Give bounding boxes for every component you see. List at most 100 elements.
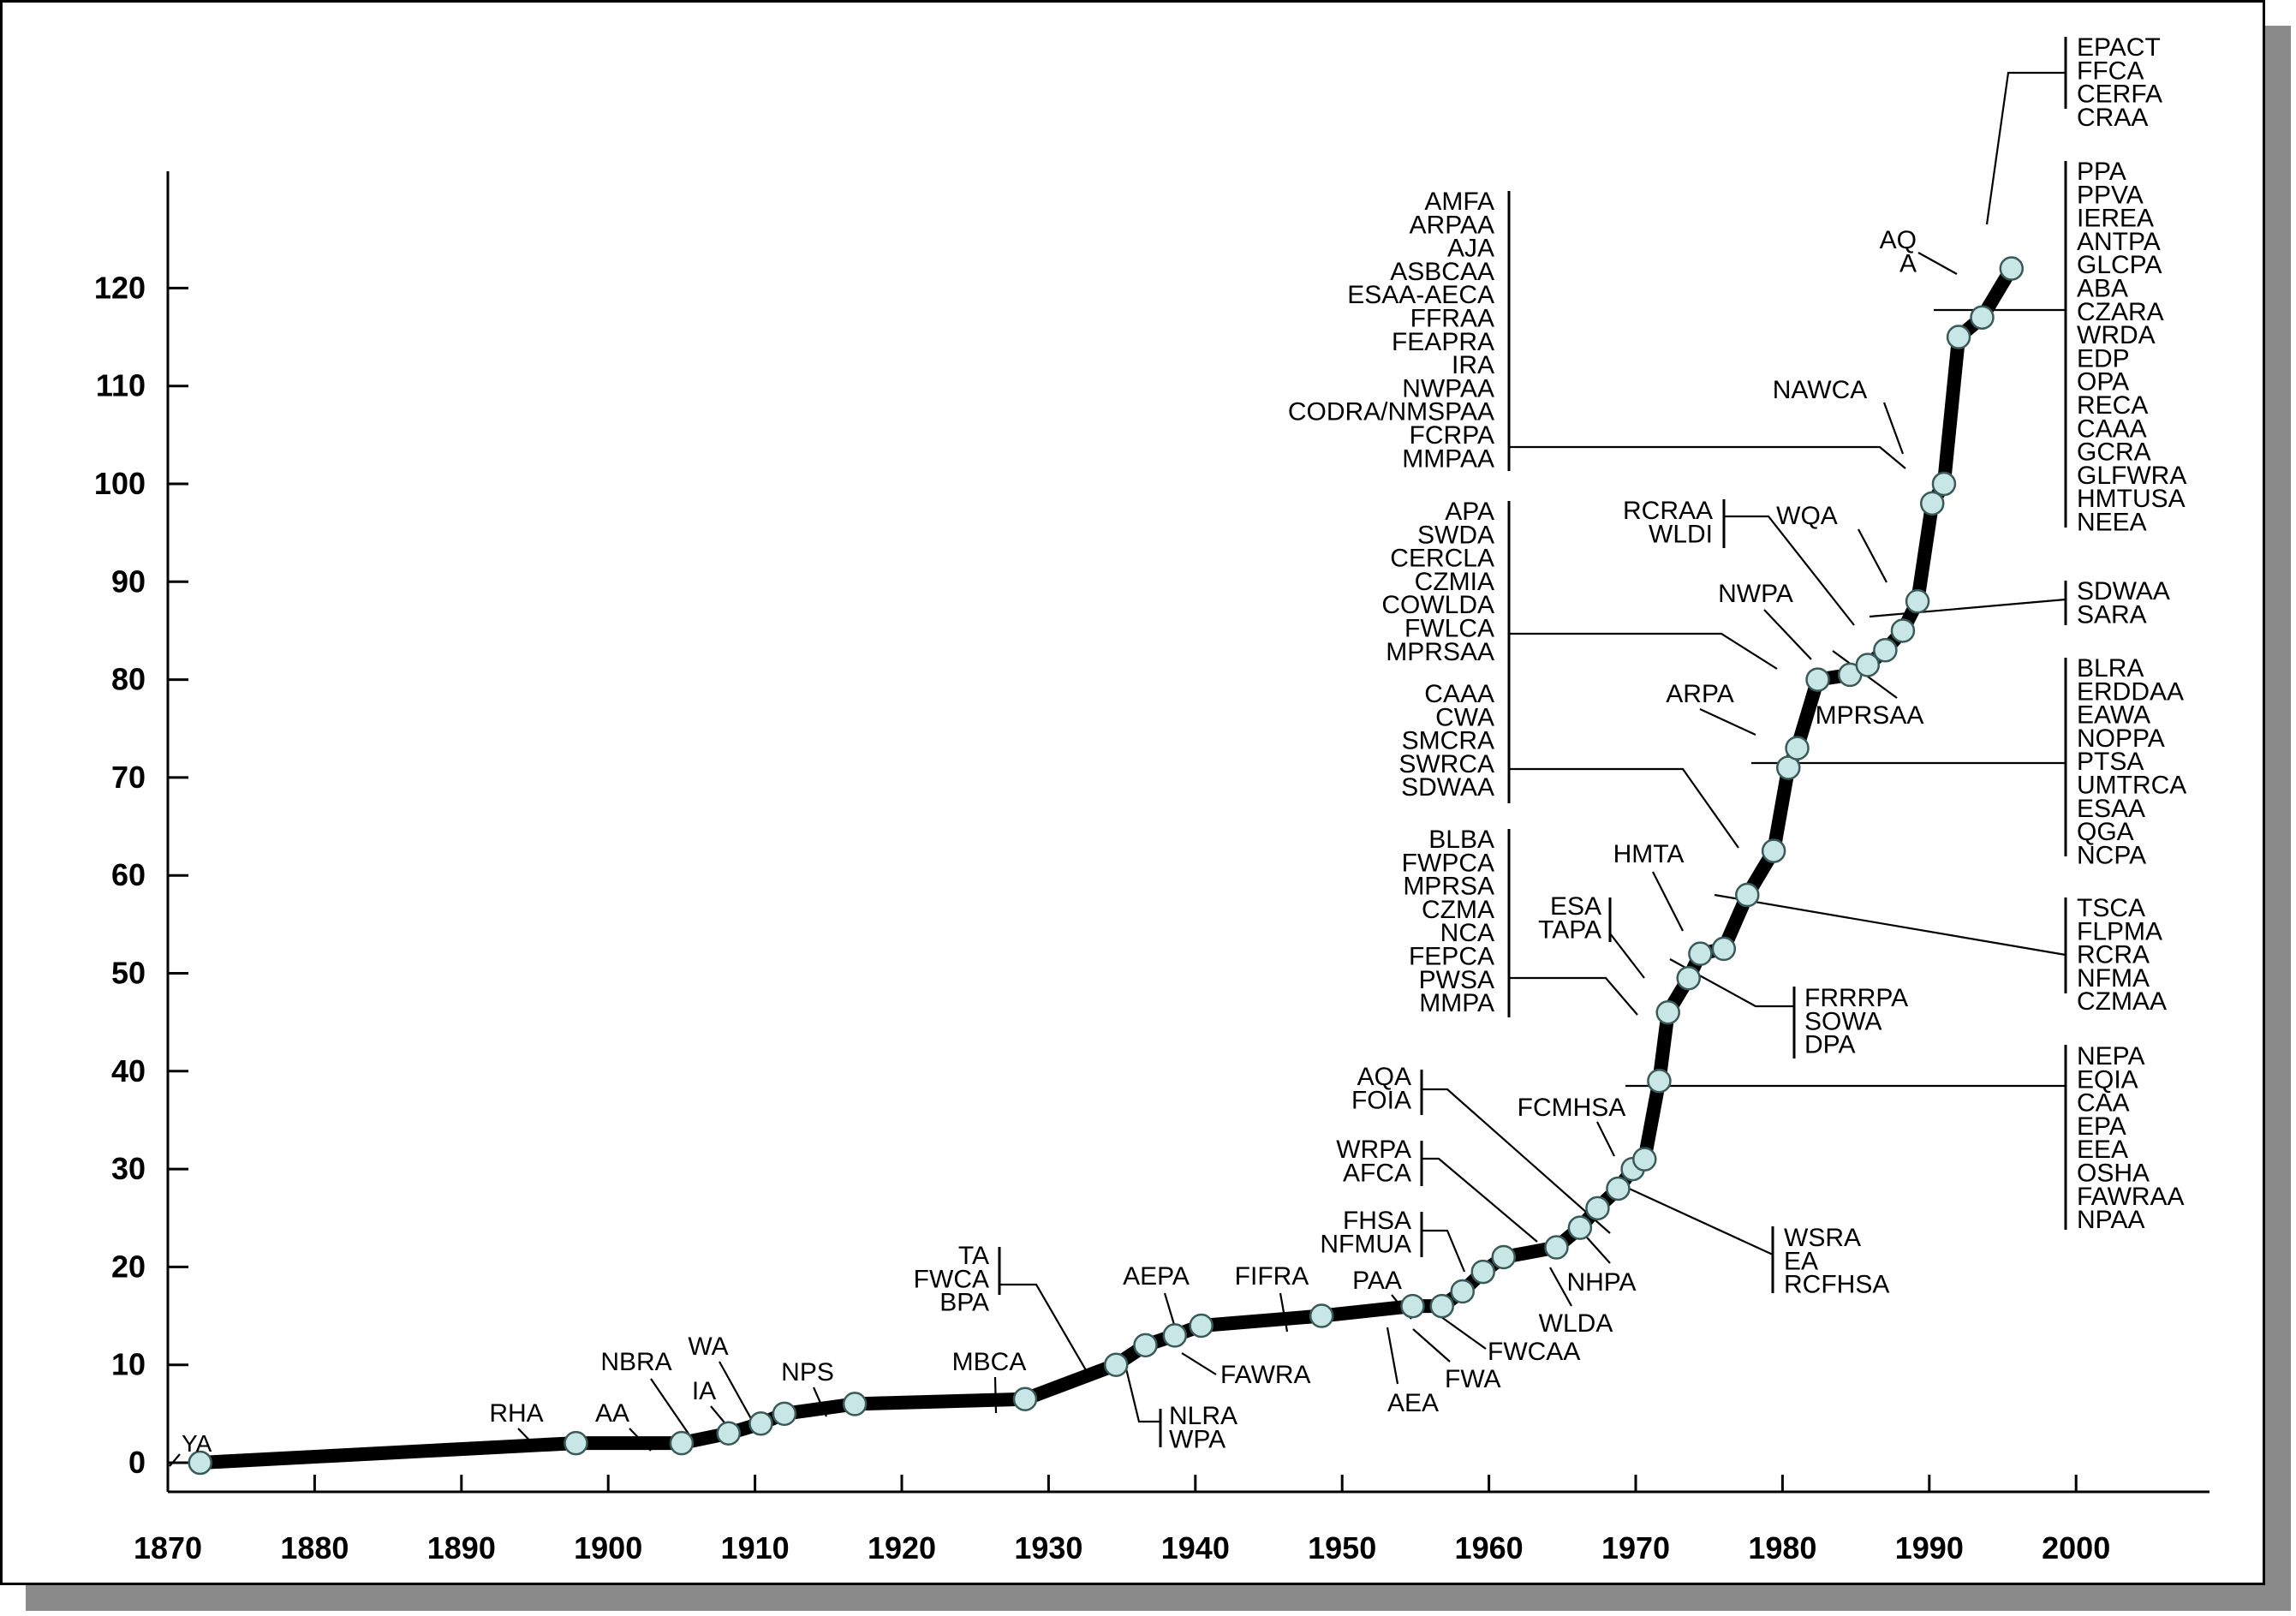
law-label: AA: [595, 1399, 629, 1428]
x-tick-label: 2000: [2042, 1530, 2110, 1565]
law-label: NWPAA: [1402, 374, 1494, 403]
law-label: DPA: [1804, 1031, 1855, 1059]
law-label: NOPPA: [2077, 725, 2165, 753]
leader-line: [1509, 445, 1906, 469]
law-label: BPA: [939, 1289, 989, 1317]
law-label: SARA: [2077, 600, 2147, 629]
data-point: [1470, 1259, 1495, 1285]
leader-line: [1509, 976, 1638, 1016]
data-point: [1189, 1313, 1214, 1339]
law-label: RECA: [2077, 391, 2148, 420]
law-label: BLBA: [1428, 826, 1494, 854]
law-label: CZMAA: [2077, 987, 2167, 1016]
data-point: [1585, 1196, 1610, 1221]
law-label: CWA: [1435, 703, 1494, 731]
law-label: FOIA: [1351, 1086, 1411, 1114]
law-label: NEEA: [2077, 509, 2147, 537]
leader-line: [719, 1361, 754, 1424]
leader-line: [1386, 1327, 1399, 1385]
data-point: [1919, 491, 1945, 516]
y-tick-label: 120: [94, 270, 146, 305]
law-label: MMPAA: [1402, 444, 1494, 473]
law-label: UMTRCA: [2077, 772, 2186, 800]
leader-line: [1858, 528, 1887, 583]
data-point: [1873, 638, 1898, 663]
law-label: AJA: [1447, 235, 1494, 263]
law-label: MMPA: [1419, 989, 1494, 1017]
law-label: SWDA: [1417, 521, 1494, 549]
data-point: [1855, 653, 1881, 677]
y-tick-label: 50: [111, 956, 146, 991]
leader-line: [1422, 1229, 1466, 1273]
leader-line: [1917, 252, 1958, 275]
law-label: FWA: [1445, 1365, 1501, 1393]
law-label: SOWA: [1804, 1007, 1882, 1035]
law-label: NCPA: [2077, 841, 2146, 869]
data-point: [1805, 667, 1830, 692]
law-label: CZMA: [1422, 896, 1494, 924]
leader-line: [1869, 598, 2066, 618]
law-label: YA: [182, 1430, 212, 1457]
leader-line: [1714, 893, 2066, 957]
data-point: [1676, 965, 1701, 991]
data-point: [1655, 999, 1680, 1025]
law-label: NCA: [1440, 919, 1494, 947]
law-label: CERFA: [2077, 81, 2162, 109]
law-label: GCRA: [2077, 438, 2151, 467]
y-tick-label: 80: [111, 662, 146, 697]
data-point: [1735, 882, 1760, 908]
law-label: FFRAA: [1410, 305, 1494, 333]
leader-line: [650, 1378, 695, 1442]
leader-line: [1509, 767, 1739, 849]
law-label: FCMHSA: [1518, 1094, 1626, 1122]
law-label: CERCLA: [1390, 545, 1494, 573]
data-point: [1544, 1235, 1569, 1260]
law-label: FWLCA: [1404, 615, 1494, 643]
law-label: ANTPA: [2077, 228, 2161, 256]
law-label: AQA: [1357, 1063, 1411, 1091]
law-label: EPACT: [2077, 33, 2161, 62]
law-label: FIFRA: [1235, 1262, 1309, 1291]
leader-line: [1652, 871, 1684, 932]
law-label: ERDDAA: [2077, 677, 2184, 706]
data-point: [1711, 936, 1737, 962]
law-label: FFCA: [2077, 57, 2144, 85]
law-label: CRAA: [2077, 104, 2148, 132]
law-label: QGA: [2077, 818, 2134, 846]
law-label: NFMA: [2077, 964, 2150, 993]
leader-line: [1882, 402, 1905, 455]
law-label: A: [1899, 249, 1917, 277]
y-tick-label: 20: [111, 1249, 146, 1284]
y-tick-label: 10: [111, 1347, 146, 1382]
law-label: CZARA: [2077, 298, 2164, 326]
law-label: FAWRAA: [2077, 1183, 2185, 1211]
law-label: WRDA: [2077, 321, 2156, 349]
law-label: ESA: [1550, 892, 1601, 921]
y-tick-label: 110: [96, 368, 146, 403]
law-label: NPS: [781, 1358, 834, 1386]
law-label: MBCA: [952, 1348, 1027, 1376]
law-label: AQ: [1880, 226, 1917, 254]
law-label: COWLDA: [1381, 591, 1494, 619]
axes: 1870 1880 1890 1900 1910 1920 1930 1940 1950 1960…: [94, 171, 2210, 1565]
law-label: HMTA: [1613, 840, 1685, 868]
law-label: WLDI: [1649, 520, 1713, 548]
law-label: FEPCA: [1409, 943, 1494, 971]
data-point: [1103, 1352, 1129, 1377]
leader-line: [1724, 515, 1855, 626]
law-label: RCFHSA: [1784, 1271, 1889, 1299]
law-label: NPAA: [2077, 1206, 2144, 1234]
leader-line: [1985, 71, 2066, 225]
x-tick-label: 1960: [1455, 1530, 1524, 1565]
data-point: [1647, 1068, 1672, 1094]
law-label: NBRA: [600, 1348, 671, 1376]
data-point: [1785, 736, 1810, 760]
law-label: FWCAA: [1488, 1338, 1580, 1366]
law-label: EDP: [2077, 344, 2130, 373]
law-label: OSHA: [2077, 1160, 2150, 1188]
law-label: SDWAA: [1401, 773, 1494, 802]
x-tick-label: 1950: [1308, 1530, 1376, 1565]
data-point: [772, 1401, 797, 1427]
law-label: AFCA: [1343, 1159, 1411, 1187]
